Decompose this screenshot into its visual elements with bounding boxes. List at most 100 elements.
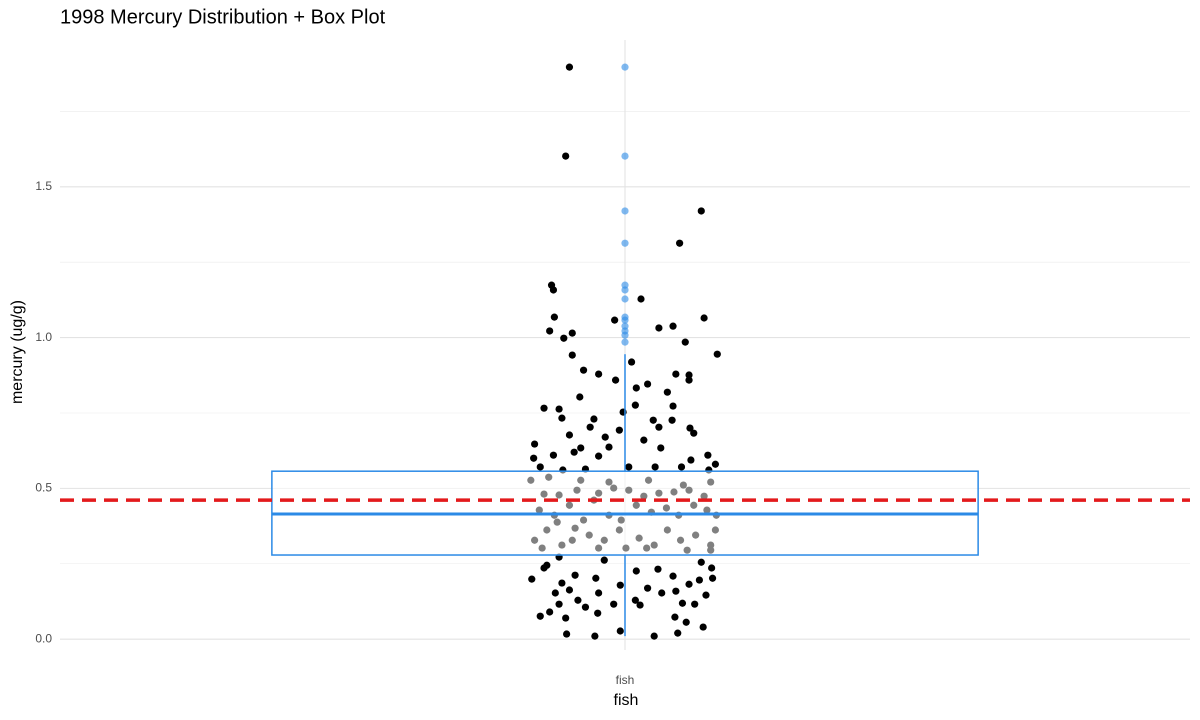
point (536, 463, 544, 471)
point (685, 371, 693, 379)
point (601, 433, 609, 441)
point (546, 608, 554, 616)
point (568, 351, 576, 359)
outlier (621, 316, 629, 324)
point (546, 327, 554, 335)
point (708, 574, 717, 582)
point (616, 581, 624, 589)
point (563, 630, 571, 638)
point (697, 207, 705, 215)
point (637, 295, 645, 303)
point (551, 589, 559, 597)
point (610, 600, 618, 608)
point (655, 324, 663, 332)
point (632, 567, 640, 575)
point (695, 576, 703, 584)
point (704, 451, 712, 459)
outlier (621, 338, 629, 346)
point (549, 451, 558, 459)
outlier (621, 152, 629, 160)
chart-title: 1998 Mercury Distribution + Box Plot (60, 6, 386, 28)
point (625, 463, 633, 471)
point (699, 623, 707, 631)
point (671, 613, 679, 621)
point (594, 609, 602, 617)
point (669, 402, 677, 410)
outlier (621, 239, 629, 247)
point (579, 366, 588, 374)
point (570, 448, 578, 456)
point (685, 376, 693, 384)
y-tick-label: 0.5 (35, 481, 52, 495)
x-tick-label: fish (616, 673, 635, 687)
point (668, 416, 676, 424)
point (595, 370, 603, 378)
point (558, 579, 566, 587)
outlier (621, 295, 629, 303)
point (560, 334, 568, 342)
point (697, 558, 705, 566)
y-tick-label: 1.0 (35, 330, 52, 344)
point (555, 600, 563, 608)
point (631, 401, 639, 409)
point (549, 286, 558, 294)
point (690, 429, 698, 437)
point (672, 370, 680, 378)
point (655, 423, 663, 431)
point (700, 314, 708, 322)
point (550, 313, 558, 321)
point (562, 614, 570, 622)
point (565, 431, 574, 439)
point (681, 338, 689, 346)
x-axis-label: fish (614, 692, 639, 709)
point (528, 575, 536, 583)
point (595, 452, 603, 460)
point (711, 460, 720, 468)
point (669, 322, 677, 330)
point (530, 454, 538, 462)
y-axis-label: mercury (ug/g) (9, 300, 26, 404)
point (636, 601, 644, 609)
point (657, 444, 665, 452)
point (708, 564, 716, 572)
point (611, 376, 620, 384)
point (678, 599, 687, 607)
point (644, 584, 652, 592)
point (540, 564, 548, 572)
point (571, 571, 579, 579)
point (577, 444, 585, 452)
point (615, 426, 623, 434)
point (616, 627, 624, 635)
point (581, 603, 590, 611)
outlier (621, 286, 629, 294)
y-tick-label: 1.5 (35, 179, 52, 193)
outlier (621, 63, 629, 71)
point (649, 416, 657, 424)
point (605, 443, 613, 451)
point (568, 329, 576, 337)
point (640, 436, 648, 444)
point (595, 589, 603, 597)
point (644, 380, 652, 388)
point (672, 587, 680, 595)
point (651, 463, 659, 471)
point (650, 632, 658, 640)
point (590, 415, 598, 423)
point (562, 152, 570, 160)
point (632, 384, 640, 392)
point (658, 589, 666, 597)
point (574, 596, 582, 604)
point (685, 580, 693, 588)
point (686, 424, 694, 432)
outlier (621, 207, 629, 215)
point (654, 565, 662, 573)
point (677, 463, 686, 471)
point (591, 632, 599, 640)
point (631, 596, 639, 604)
point (676, 239, 684, 247)
point (600, 556, 608, 564)
point (627, 358, 636, 366)
point (531, 440, 539, 448)
